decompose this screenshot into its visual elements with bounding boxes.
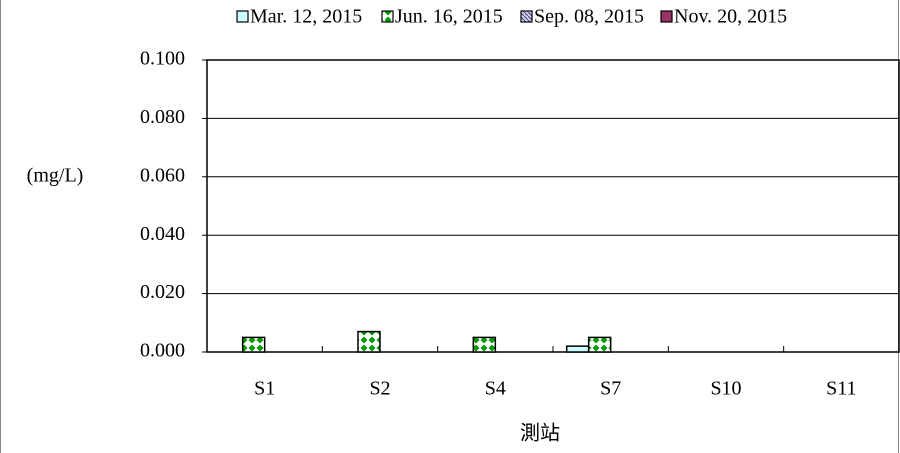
y-tick-label: 0.100 [140, 48, 185, 70]
legend-swatch [381, 10, 394, 23]
legend-label: Sep. 08, 2015 [534, 6, 644, 28]
legend-swatch [236, 10, 249, 23]
legend-label: Mar. 12, 2015 [250, 6, 362, 28]
x-tick-label: S7 [600, 378, 621, 400]
bar [357, 330, 381, 353]
y-tick-label: 0.040 [140, 223, 185, 245]
y-tick-label: 0.060 [140, 164, 185, 186]
bar [587, 336, 612, 353]
bar [241, 336, 266, 353]
y-axis-label: (mg/L) [27, 165, 84, 187]
y-tick-label: 0.020 [140, 281, 185, 303]
x-tick-label: S10 [710, 378, 741, 400]
y-tick-label: 0.080 [140, 106, 185, 128]
plot-area [206, 59, 900, 353]
bar [565, 345, 590, 353]
x-tick-label: S4 [485, 378, 506, 400]
bar [472, 336, 497, 353]
legend-label: Jun. 16, 2015 [395, 6, 503, 28]
x-tick-label: S2 [369, 378, 390, 400]
legend-label: Nov. 20, 2015 [674, 6, 787, 28]
y-tick-label: 0.000 [140, 340, 185, 362]
x-axis-label: 測站 [520, 422, 560, 445]
x-tick-label: S1 [254, 378, 275, 400]
legend-swatch [660, 10, 673, 23]
x-tick-label: S11 [826, 378, 856, 400]
legend-swatch [520, 10, 533, 23]
